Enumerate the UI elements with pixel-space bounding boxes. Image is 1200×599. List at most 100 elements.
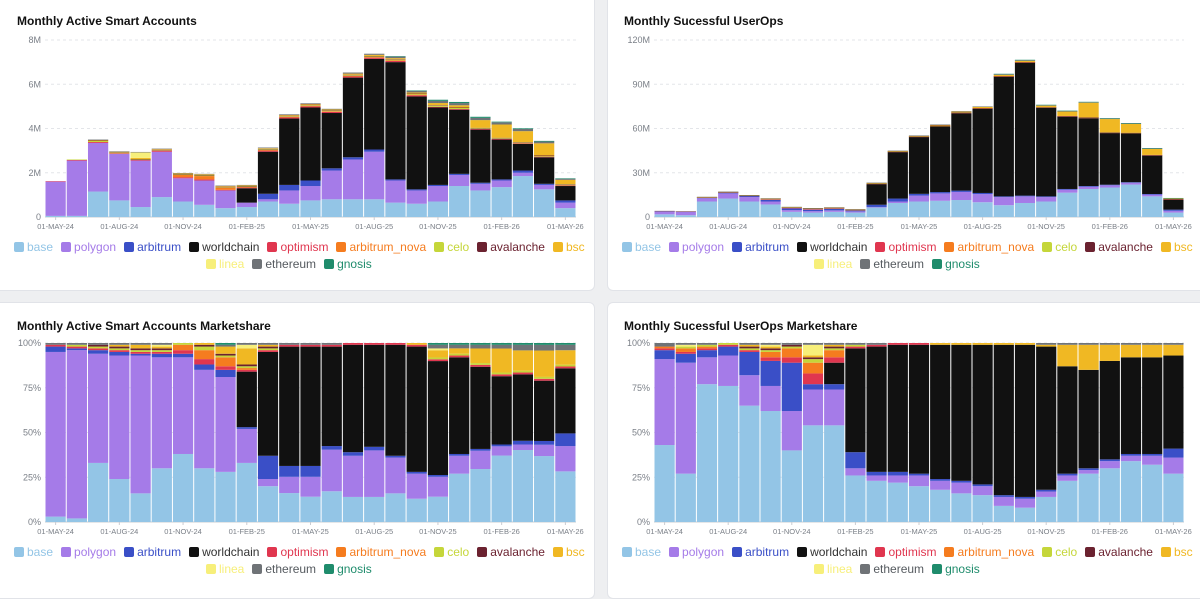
bar-segment-arbitrum bbox=[279, 185, 299, 191]
legend-item-polygon[interactable]: polygon bbox=[61, 544, 116, 561]
legend-item-linea[interactable]: linea bbox=[814, 256, 852, 273]
legend-item-optimism[interactable]: optimism bbox=[267, 544, 328, 561]
legend-item-linea[interactable]: linea bbox=[206, 256, 244, 273]
legend-item-arbitrum[interactable]: arbitrum bbox=[732, 544, 789, 561]
bar-segment-polygon bbox=[470, 184, 490, 191]
legend-item-polygon[interactable]: polygon bbox=[669, 544, 724, 561]
legend-item-gnosis[interactable]: gnosis bbox=[324, 256, 372, 273]
bar-segment-optimism bbox=[385, 61, 405, 62]
bar-segment-celo bbox=[845, 345, 865, 347]
legend-item-arbitrum_nova[interactable]: arbitrum_nova bbox=[944, 544, 1034, 561]
legend-item-optimism[interactable]: optimism bbox=[267, 239, 328, 256]
bar-segment-avalanche bbox=[761, 348, 781, 350]
legend-item-celo[interactable]: celo bbox=[1042, 239, 1077, 256]
bar-segment-polygon bbox=[845, 468, 865, 475]
legend-item-gnosis[interactable]: gnosis bbox=[932, 256, 980, 273]
bar-segment-ethereum bbox=[867, 183, 887, 184]
legend-item-base[interactable]: base bbox=[14, 544, 53, 561]
bar-segment-bsc bbox=[761, 347, 781, 349]
bar-segment-arbitrum_nova bbox=[215, 188, 235, 190]
legend-item-bsc[interactable]: bsc bbox=[1161, 544, 1193, 561]
legend-label: ethereum bbox=[265, 257, 316, 271]
bar-segment-celo bbox=[739, 348, 759, 350]
bar-segment-bsc bbox=[513, 350, 533, 370]
legend-item-bsc[interactable]: bsc bbox=[553, 239, 585, 256]
legend-item-arbitrum_nova[interactable]: arbitrum_nova bbox=[336, 544, 426, 561]
legend-item-avalanche[interactable]: avalanche bbox=[1085, 544, 1153, 561]
legend-item-arbitrum[interactable]: arbitrum bbox=[732, 239, 789, 256]
legend-item-base[interactable]: base bbox=[622, 544, 661, 561]
bar-segment-ethereum bbox=[676, 343, 696, 345]
bar-segment-ethereum bbox=[534, 345, 554, 351]
legend-item-worldchain[interactable]: worldchain bbox=[797, 544, 867, 561]
bar-segment-arbitrum bbox=[909, 194, 929, 196]
bar-segment-arbitrum_nova bbox=[761, 352, 781, 357]
bar-segment-polygon bbox=[343, 456, 363, 497]
legend-row: base polygon arbitrum worldchain optimism arb… bbox=[622, 239, 1200, 256]
bar-segment-avalanche bbox=[152, 348, 172, 350]
legend-item-optimism[interactable]: optimism bbox=[875, 544, 936, 561]
bar-segment-base bbox=[803, 425, 823, 522]
bar-segment-bsc bbox=[322, 109, 342, 110]
legend-item-arbitrum_nova[interactable]: arbitrum_nova bbox=[336, 239, 426, 256]
legend-item-arbitrum[interactable]: arbitrum bbox=[124, 544, 181, 561]
legend-item-polygon[interactable]: polygon bbox=[669, 239, 724, 256]
bar-segment-base bbox=[215, 472, 235, 522]
legend-item-base[interactable]: base bbox=[14, 239, 53, 256]
bar-segment-celo bbox=[449, 354, 469, 356]
bar-segment-celo bbox=[152, 350, 172, 352]
bar-segment-arbitrum_nova bbox=[655, 347, 675, 349]
bar-segment-polygon bbox=[951, 483, 971, 494]
legend-item-celo[interactable]: celo bbox=[1042, 544, 1077, 561]
legend-item-avalanche[interactable]: avalanche bbox=[477, 544, 545, 561]
bar-segment-base bbox=[909, 202, 929, 217]
legend-item-worldchain[interactable]: worldchain bbox=[189, 239, 259, 256]
legend-item-ethereum[interactable]: ethereum bbox=[860, 561, 924, 578]
legend-item-celo[interactable]: celo bbox=[434, 239, 469, 256]
legend-item-ethereum[interactable]: ethereum bbox=[252, 256, 316, 273]
legend-item-gnosis[interactable]: gnosis bbox=[932, 561, 980, 578]
bar-segment-celo bbox=[173, 343, 193, 345]
bar-segment-bsc bbox=[1163, 345, 1183, 356]
legend-item-avalanche[interactable]: avalanche bbox=[477, 239, 545, 256]
legend-item-gnosis[interactable]: gnosis bbox=[324, 561, 372, 578]
legend-swatch bbox=[622, 547, 632, 557]
legend-item-ethereum[interactable]: ethereum bbox=[252, 561, 316, 578]
bar-segment-linea bbox=[803, 345, 823, 356]
bar-segment-bsc bbox=[824, 345, 844, 347]
legend-item-celo[interactable]: celo bbox=[434, 544, 469, 561]
legend-item-arbitrum[interactable]: arbitrum bbox=[124, 239, 181, 256]
legend-item-bsc[interactable]: bsc bbox=[553, 544, 585, 561]
bar-segment-arbitrum bbox=[449, 454, 469, 456]
legend-swatch bbox=[434, 547, 444, 557]
bar-segment-ethereum bbox=[676, 211, 696, 212]
y-tick-label: 0% bbox=[637, 517, 650, 527]
legend-item-base[interactable]: base bbox=[622, 239, 661, 256]
bar-segment-base bbox=[67, 216, 87, 217]
bar-segment-avalanche bbox=[492, 138, 512, 139]
bar-segment-celo bbox=[428, 106, 448, 107]
bar-segment-arbitrum_nova bbox=[385, 60, 405, 61]
legend-item-avalanche[interactable]: avalanche bbox=[1085, 239, 1153, 256]
bar-segment-polygon bbox=[46, 182, 66, 216]
bar-segment-base bbox=[1121, 461, 1141, 522]
bar-segment-avalanche bbox=[973, 108, 993, 109]
legend-item-optimism[interactable]: optimism bbox=[875, 239, 936, 256]
bar-segment-base bbox=[194, 468, 214, 522]
legend-label: celo bbox=[447, 545, 469, 559]
bar-segment-ethereum bbox=[824, 343, 844, 345]
bar-segment-polygon bbox=[994, 497, 1014, 506]
legend-item-ethereum[interactable]: ethereum bbox=[860, 256, 924, 273]
legend-item-linea[interactable]: linea bbox=[814, 561, 852, 578]
bar-segment-optimism bbox=[803, 373, 823, 384]
legend-item-worldchain[interactable]: worldchain bbox=[189, 544, 259, 561]
legend-item-bsc[interactable]: bsc bbox=[1161, 239, 1193, 256]
bar-segment-ethereum bbox=[1163, 343, 1183, 345]
bar-segment-bsc bbox=[1057, 112, 1077, 116]
legend-item-worldchain[interactable]: worldchain bbox=[797, 239, 867, 256]
legend-item-arbitrum_nova[interactable]: arbitrum_nova bbox=[944, 239, 1034, 256]
legend-label: gnosis bbox=[337, 257, 372, 271]
bar-segment-base bbox=[258, 486, 278, 522]
legend-item-polygon[interactable]: polygon bbox=[61, 239, 116, 256]
legend-item-linea[interactable]: linea bbox=[206, 561, 244, 578]
